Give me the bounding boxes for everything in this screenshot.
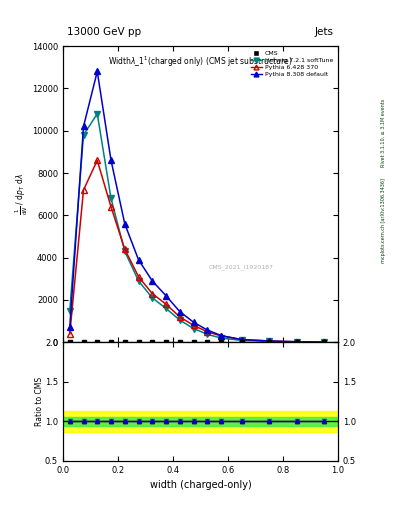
Text: mcplots.cern.ch [arXiv:1306.3436]: mcplots.cern.ch [arXiv:1306.3436]: [381, 178, 386, 263]
Y-axis label: $\frac{1}{\mathrm{d}N}$ / $\mathrm{d}p_\mathrm{T}$ $\mathrm{d}\lambda$: $\frac{1}{\mathrm{d}N}$ / $\mathrm{d}p_\…: [14, 173, 30, 215]
X-axis label: width (charged-only): width (charged-only): [150, 480, 251, 490]
Text: Rivet 3.1.10, ≥ 3.1M events: Rivet 3.1.10, ≥ 3.1M events: [381, 99, 386, 167]
Legend: CMS, Herwig 7.2.1 softTune, Pythia 6.428 370, Pythia 8.308 default: CMS, Herwig 7.2.1 softTune, Pythia 6.428…: [249, 49, 335, 79]
Text: Width$\lambda\_1^1$(charged only) (CMS jet substructure): Width$\lambda\_1^1$(charged only) (CMS j…: [108, 55, 293, 69]
Text: Jets: Jets: [315, 27, 334, 37]
Y-axis label: Ratio to CMS: Ratio to CMS: [35, 377, 44, 426]
Text: 13000 GeV pp: 13000 GeV pp: [67, 27, 141, 37]
Text: CMS_2021_I1920187: CMS_2021_I1920187: [209, 264, 274, 270]
